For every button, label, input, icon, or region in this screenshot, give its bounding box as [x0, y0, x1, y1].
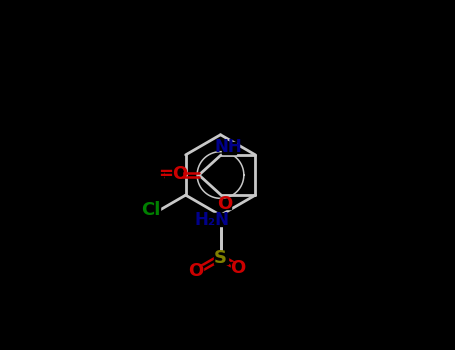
- Bar: [222, 142, 236, 154]
- Text: =O: =O: [158, 165, 189, 183]
- Bar: [199, 214, 224, 226]
- Text: O: O: [188, 262, 203, 280]
- Bar: [213, 251, 228, 264]
- Bar: [231, 262, 245, 273]
- Text: O: O: [217, 195, 232, 213]
- Text: H₂N: H₂N: [194, 211, 229, 229]
- Bar: [142, 204, 160, 216]
- Text: Cl: Cl: [141, 201, 161, 219]
- Text: S: S: [214, 248, 227, 266]
- Text: NH: NH: [215, 138, 243, 156]
- Bar: [165, 168, 182, 181]
- Text: O: O: [231, 259, 246, 277]
- Bar: [189, 266, 203, 277]
- Bar: [218, 199, 231, 209]
